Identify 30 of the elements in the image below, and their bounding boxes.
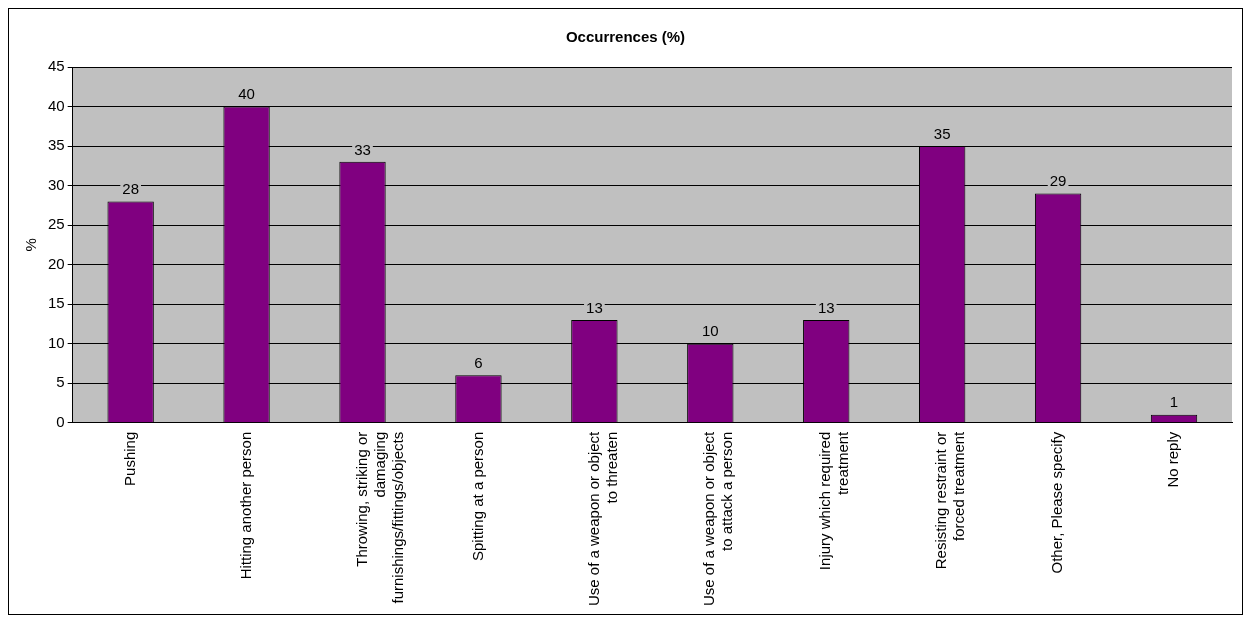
y-tick-label: 35 [48, 136, 65, 154]
data-label: 29 [1049, 172, 1067, 190]
chart-title: Occurrences (%) [565, 28, 686, 46]
data-label: 10 [701, 322, 719, 340]
y-tick-label: 10 [48, 333, 65, 351]
y-tick-label: 25 [48, 215, 65, 233]
y-tick-label: 5 [56, 373, 65, 391]
y-tick-label: 45 [48, 57, 65, 75]
x-tick-label: Injury which required treatment [816, 430, 852, 571]
x-tick-label: No reply [1164, 431, 1182, 488]
x-tick-label: Use of a weapon or object to threaten [584, 430, 620, 607]
y-tick-label: 30 [48, 175, 65, 193]
data-label: 35 [933, 124, 951, 142]
data-label: 13 [586, 298, 603, 316]
y-tick-label: 20 [48, 254, 65, 272]
x-tick-label: Other, Please specify [1048, 431, 1066, 574]
data-label: 28 [122, 180, 139, 198]
x-tick-label: Pushing [120, 431, 138, 486]
data-label: 33 [354, 140, 371, 158]
x-tick-label: Hitting another person [236, 431, 254, 580]
y-tick-label: 15 [48, 294, 65, 312]
data-label: 40 [238, 85, 255, 103]
data-label: 1 [1169, 393, 1179, 411]
data-label: 13 [817, 298, 835, 316]
y-tick-label: 40 [48, 96, 65, 114]
y-tick-label: 0 [56, 412, 65, 430]
x-tick-label: Throwing, striking or damaging furnishings/fittings/objects [352, 431, 406, 604]
y-axis-title: % [22, 238, 40, 252]
x-tick-label: Spitting at a person [468, 431, 486, 561]
data-label: 6 [474, 353, 483, 371]
